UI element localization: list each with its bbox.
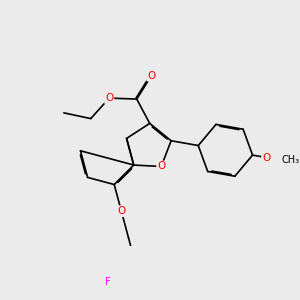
Text: O: O bbox=[262, 152, 270, 163]
Text: O: O bbox=[117, 206, 125, 216]
Text: CH₃: CH₃ bbox=[281, 155, 299, 165]
Text: O: O bbox=[105, 93, 113, 103]
Text: O: O bbox=[157, 161, 165, 172]
Text: F: F bbox=[105, 277, 111, 287]
Text: O: O bbox=[147, 71, 155, 81]
